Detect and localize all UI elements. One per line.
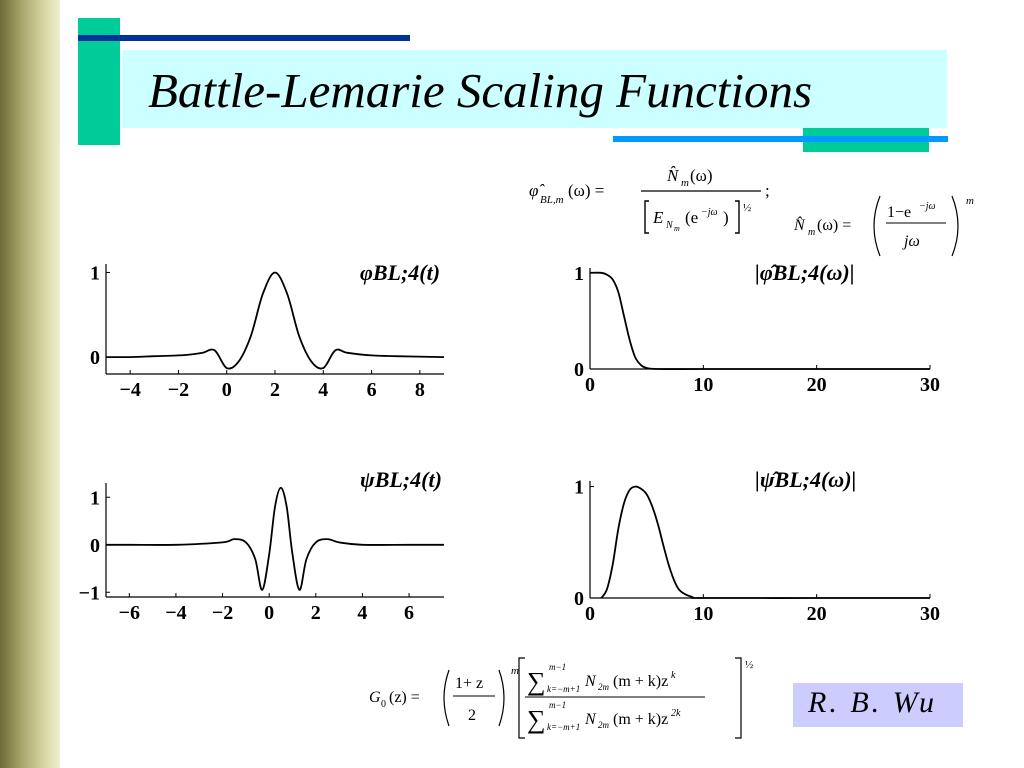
plot-phi-freq: 0 10 20 30 0 1 |φ̂BL;4(ω)| [574, 260, 940, 396]
x-tick-label: −2 [168, 379, 189, 401]
x-tick-label: 6 [367, 379, 377, 401]
svg-text:m: m [511, 665, 519, 677]
x-tick-label: 4 [318, 379, 328, 401]
svg-text:k=−m+1: k=−m+1 [547, 722, 580, 732]
svg-text:m−1: m−1 [549, 662, 566, 672]
x-tick-label: −6 [119, 602, 140, 624]
x-tick-label: −2 [212, 602, 233, 624]
svg-text:−jω: −jω [919, 201, 936, 212]
svg-text:∑: ∑ [527, 667, 546, 696]
y-tick-label: 1 [574, 477, 584, 499]
svg-text:): ) [723, 208, 729, 227]
plot-psi-time: −6 −4 −2 0 2 4 6 −1 0 1 ψBL;4(t) [79, 467, 444, 624]
x-tick-label: −4 [119, 379, 140, 401]
x-tick-label: 2 [311, 602, 321, 624]
svg-text:N: N [584, 673, 597, 690]
svg-text:m: m [808, 227, 815, 238]
navy-accent-line [78, 35, 410, 41]
svg-text:N: N [665, 220, 674, 231]
svg-text:½: ½ [743, 202, 751, 214]
slide-title: Battle-Lemarie Scaling Functions [148, 63, 813, 118]
y-tick-label: 1 [90, 262, 100, 284]
svg-text:m: m [674, 224, 680, 233]
author-label: R. B. Wu [808, 686, 937, 719]
x-tick-label: 0 [585, 603, 595, 625]
svg-text:2k: 2k [671, 708, 681, 719]
svg-text:k=−m+1: k=−m+1 [547, 684, 580, 694]
y-tick-label: 0 [90, 347, 100, 369]
svg-text:(ω) =: (ω) = [817, 217, 851, 234]
svg-text:m−1: m−1 [549, 700, 566, 710]
svg-text:G: G [369, 689, 381, 706]
y-tick-label: 0 [574, 359, 584, 381]
svg-text:N̂: N̂ [666, 166, 680, 185]
series-line [600, 485, 930, 599]
svg-text:(m + k)z: (m + k)z [613, 673, 668, 690]
blue-accent-line [613, 136, 948, 142]
svg-text:(z) =: (z) = [389, 689, 420, 706]
title-background [122, 50, 947, 128]
series-line [589, 271, 930, 370]
svg-text:(m + k)z: (m + k)z [613, 711, 668, 728]
plot-label: |ψ̂BL;4(ω)| [755, 467, 856, 492]
x-tick-label: −4 [165, 602, 186, 624]
equation-n-hat: N̂ m (ω) = 1−e −jω jω m [793, 195, 974, 257]
svg-text:2: 2 [468, 707, 476, 724]
x-tick-label: 2 [270, 379, 280, 401]
equation-phi-hat: φ̂ BL,m (ω) = N̂ m (ω) E N m (e −jω ) ½ … [529, 166, 770, 234]
y-tick-label: 0 [90, 535, 100, 557]
svg-text:−jω: −jω [701, 207, 718, 218]
x-tick-label: 6 [404, 602, 414, 624]
x-tick-label: 4 [357, 602, 367, 624]
svg-text:2m: 2m [598, 720, 610, 730]
x-tick-label: 30 [920, 374, 940, 396]
y-tick-label: −1 [79, 582, 100, 604]
svg-text:m: m [966, 195, 974, 207]
svg-text:1+ z: 1+ z [455, 675, 483, 692]
series-line [105, 271, 445, 370]
x-tick-label: 30 [920, 603, 940, 625]
svg-text:(ω) =: (ω) = [568, 181, 604, 200]
svg-text:E: E [652, 208, 664, 227]
svg-text:m: m [681, 177, 689, 189]
svg-text:½: ½ [745, 659, 753, 671]
equation-g0: G 0 (z) = 1+ z 2 m ∑ m−1 k=−m+1 N 2m (m … [369, 657, 753, 739]
x-tick-label: 0 [222, 379, 232, 401]
svg-text:(e: (e [685, 208, 698, 227]
svg-text:N̂: N̂ [793, 215, 806, 234]
plot-label: ψBL;4(t) [360, 467, 442, 492]
svg-text:1−e: 1−e [887, 204, 911, 221]
svg-text:N: N [584, 711, 597, 728]
series-line [105, 486, 444, 591]
x-tick-label: 8 [415, 379, 425, 401]
y-tick-label: 1 [574, 263, 584, 285]
x-tick-label: 0 [585, 374, 595, 396]
y-tick-label: 0 [574, 588, 584, 610]
plot-label: φBL;4(t) [360, 260, 440, 285]
x-tick-label: 20 [807, 603, 827, 625]
side-gradient-bar [0, 0, 60, 768]
svg-text:;: ; [765, 181, 770, 200]
y-tick-label: 1 [90, 487, 100, 509]
svg-text:BL,m: BL,m [540, 194, 564, 206]
svg-text:(ω): (ω) [690, 166, 713, 185]
svg-text:∑: ∑ [527, 705, 546, 734]
svg-text:2m: 2m [598, 682, 610, 692]
x-tick-label: 10 [693, 603, 713, 625]
plot-phi-time: −4 −2 0 2 4 6 8 0 1 φBL;4(t) [90, 260, 445, 401]
svg-text:0: 0 [381, 699, 386, 710]
svg-text:jω: jω [902, 233, 920, 250]
plot-label: |φ̂BL;4(ω)| [755, 260, 855, 285]
svg-text:k: k [671, 670, 676, 681]
plot-psi-freq: 0 10 20 30 0 1 |ψ̂BL;4(ω)| [574, 467, 940, 625]
x-tick-label: 10 [693, 374, 713, 396]
x-tick-label: 0 [264, 602, 274, 624]
author-background [793, 683, 963, 727]
x-tick-label: 20 [807, 374, 827, 396]
